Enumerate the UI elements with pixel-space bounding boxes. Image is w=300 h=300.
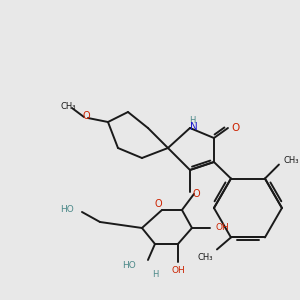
Text: HO: HO (122, 262, 136, 271)
Text: CH₃: CH₃ (197, 253, 213, 262)
Text: N: N (190, 122, 198, 132)
Text: O: O (154, 199, 162, 209)
Text: CH₃: CH₃ (283, 156, 299, 165)
Text: O: O (192, 189, 200, 199)
Text: HO: HO (60, 206, 74, 214)
Text: H: H (189, 116, 195, 124)
Text: OH: OH (215, 224, 229, 232)
Text: CH₃: CH₃ (60, 101, 76, 110)
Text: OH: OH (171, 266, 185, 275)
Text: O: O (232, 123, 240, 133)
Text: H: H (152, 271, 158, 280)
Text: O: O (82, 111, 90, 121)
